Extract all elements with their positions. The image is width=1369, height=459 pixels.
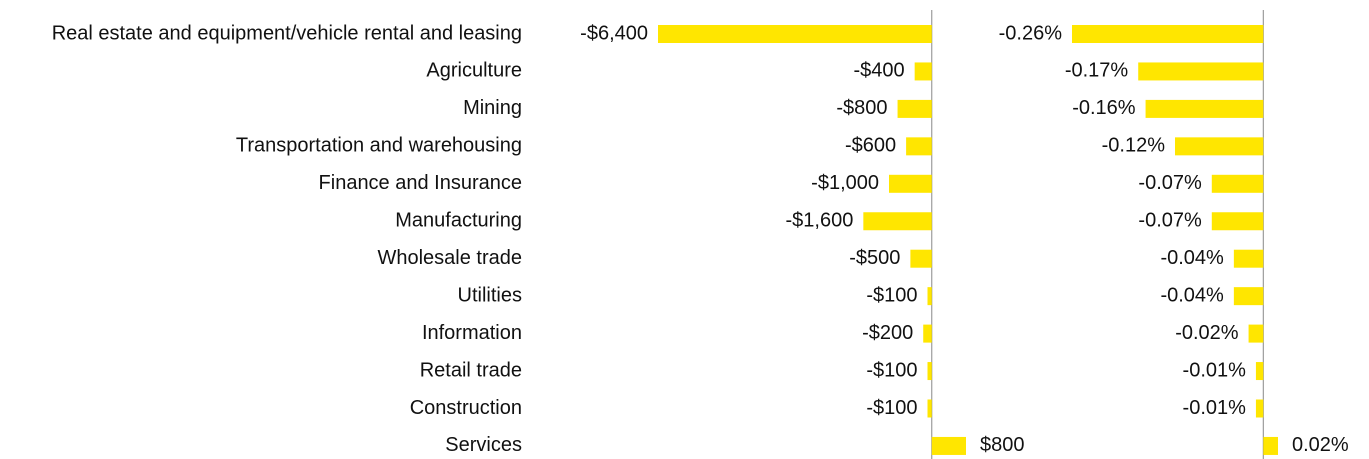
value-label: -0.04%	[1160, 247, 1224, 269]
category-label: Utilities	[458, 284, 522, 306]
bar	[923, 324, 932, 343]
value-label: -0.12%	[1102, 135, 1166, 157]
category-label: Services	[445, 434, 522, 456]
bar	[1145, 99, 1264, 118]
category-label: Wholesale trade	[377, 247, 522, 269]
bar	[1248, 324, 1264, 343]
bar	[1138, 62, 1264, 81]
value-label: -$200	[862, 322, 913, 344]
category-label: Retail trade	[420, 359, 522, 381]
value-label: -$800	[836, 97, 887, 119]
value-label: -$400	[854, 60, 905, 82]
bar	[931, 436, 966, 455]
category-label: Finance and Insurance	[319, 172, 522, 194]
bar	[927, 287, 932, 306]
bar	[658, 25, 932, 43]
value-label: -0.07%	[1138, 172, 1202, 194]
bar	[1255, 362, 1264, 381]
bar	[1233, 249, 1264, 268]
value-label: -$6,400	[580, 22, 648, 44]
bar	[1255, 399, 1264, 418]
value-label: -$1,600	[785, 210, 853, 232]
value-label: -0.07%	[1138, 210, 1202, 232]
category-label: Construction	[410, 397, 522, 419]
value-label: 0.02%	[1292, 434, 1349, 456]
category-label: Transportation and warehousing	[236, 135, 522, 157]
value-label: -0.02%	[1175, 322, 1239, 344]
bar	[1211, 212, 1264, 231]
bar	[914, 62, 932, 81]
value-label: -0.16%	[1072, 97, 1136, 119]
bar	[927, 362, 932, 381]
value-label: -0.01%	[1183, 397, 1247, 419]
value-label: -0.01%	[1183, 359, 1247, 381]
bar	[927, 399, 932, 418]
category-label: Mining	[463, 97, 522, 119]
bar	[1263, 436, 1278, 455]
bar	[1175, 137, 1264, 156]
value-label: $800	[980, 434, 1025, 456]
category-label: Real estate and equipment/vehicle rental…	[52, 22, 522, 44]
value-label: -$100	[866, 359, 917, 381]
value-label: -$100	[866, 284, 917, 306]
bar	[1072, 25, 1264, 43]
bar	[889, 174, 932, 193]
bar	[910, 249, 932, 268]
bar	[897, 99, 932, 118]
bar	[863, 212, 932, 231]
bar	[1233, 287, 1264, 306]
value-label: -$600	[845, 135, 896, 157]
value-label: -0.04%	[1160, 284, 1224, 306]
bar	[1211, 174, 1264, 193]
category-label: Information	[422, 322, 522, 344]
value-label: -$1,000	[811, 172, 879, 194]
category-label: Manufacturing	[395, 210, 522, 232]
value-label: -$100	[866, 397, 917, 419]
value-label: -0.17%	[1065, 60, 1129, 82]
value-label: -$500	[849, 247, 900, 269]
bar	[906, 137, 932, 156]
value-label: -0.26%	[999, 22, 1063, 44]
category-label: Agriculture	[426, 60, 522, 82]
